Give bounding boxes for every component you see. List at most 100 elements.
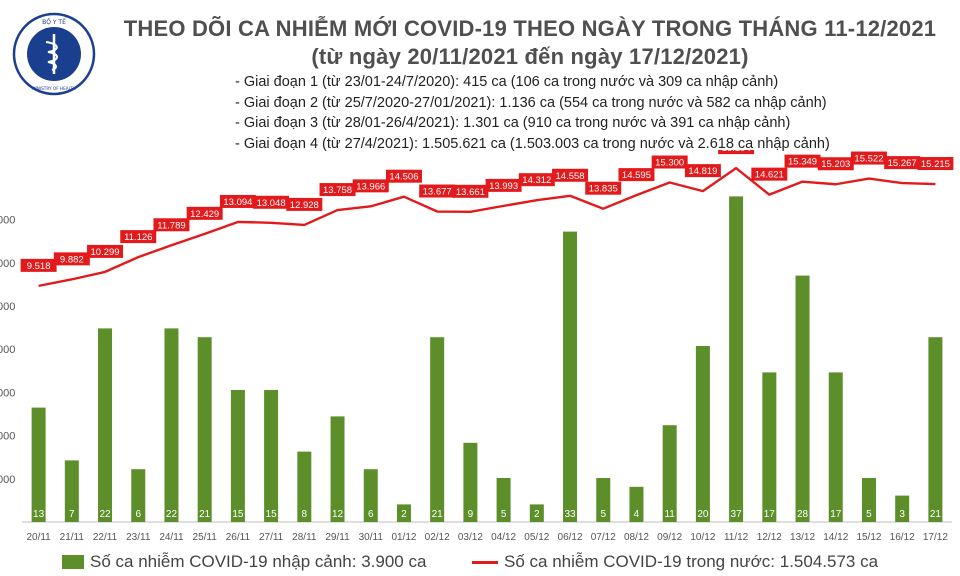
line-value-label-10/12: 14.819 [684, 164, 721, 178]
line-label-text: 15.267 [888, 158, 917, 169]
line-value-label-02/12: 13.677 [419, 184, 456, 198]
legend-label-imported: Số ca nhiễm COVID-19 nhập cảnh: 3.900 ca [90, 552, 427, 571]
line-label-text: 14.506 [389, 172, 418, 183]
line-value-label-14/12: 15.203 [817, 157, 854, 171]
line-label-box [552, 168, 589, 182]
bar-imported-16/12 [895, 495, 910, 522]
line-label-text: 9.518 [27, 261, 51, 272]
bar-value-label: 3 [899, 509, 905, 520]
bar-value-label: 15 [266, 509, 278, 520]
line-label-text: 13.661 [456, 187, 485, 198]
bar-imported-26/11 [230, 390, 245, 522]
bar-value-label: 22 [166, 509, 178, 520]
bar-value-label: 5 [501, 509, 507, 520]
line-value-label-13/12: 15.349 [784, 154, 821, 168]
phase-note-2: - Giai đoạn 2 (từ 25/7/2020-27/01/2021):… [235, 94, 827, 111]
line-value-label-20/11: 9.518 [20, 258, 57, 272]
bar-imported-22/11 [98, 328, 113, 522]
line-value-label-15/12: 15.522 [850, 151, 887, 165]
line-label-text: 13.835 [589, 184, 618, 195]
y-tick-label: .000 [0, 301, 15, 313]
bar-imported-12/12 [762, 372, 777, 522]
line-value-label-16/12: 15.267 [884, 156, 921, 170]
x-tick-label: 11/12 [724, 532, 749, 543]
x-tick-label: 17/12 [923, 532, 948, 543]
line-label-box [585, 181, 622, 195]
bar-value-label: 13 [33, 509, 45, 520]
line-label-box [751, 167, 788, 181]
bar-imported-29/11 [330, 416, 345, 522]
y-tick-label: .000 [0, 344, 15, 356]
line-label-box [917, 157, 954, 171]
line-value-label-12/12: 14.621 [751, 167, 788, 181]
bar-value-label: 15 [232, 509, 244, 520]
bar-imported-07/12 [596, 478, 611, 522]
line-value-label-24/11: 11.789 [153, 218, 190, 232]
x-tick-label: 13/12 [790, 532, 815, 543]
line-label-box [817, 157, 854, 171]
line-value-label-03/12: 13.661 [452, 184, 489, 198]
line-label-text: 13.758 [323, 185, 352, 196]
line-label-box [884, 156, 921, 170]
bar-value-label: 4 [634, 509, 640, 520]
legend-swatch-bar [62, 555, 84, 569]
bar-value-label: 5 [866, 509, 872, 520]
line-label-text: 14.621 [755, 170, 784, 181]
covid-cases-chart: .000.000.000.000.000.000.000137226222115… [0, 150, 954, 543]
bar-value-label: 21 [199, 509, 211, 520]
x-tick-label: 01/12 [391, 532, 416, 543]
bar-value-label: 8 [302, 509, 308, 520]
bar-imported-25/11 [197, 337, 212, 522]
line-label-box [485, 178, 522, 192]
bar-value-label: 21 [432, 509, 444, 520]
bar-imported-03/12 [463, 442, 478, 522]
line-value-label-22/11: 10.299 [87, 244, 124, 258]
line-value-label-08/12: 14.595 [618, 168, 655, 182]
line-label-text: 12.429 [190, 209, 219, 220]
line-label-text: 11.789 [157, 220, 185, 231]
line-value-label-11/12: 16.104 [718, 150, 755, 155]
line-label-text: 15.522 [854, 154, 883, 165]
x-tick-label: 30/11 [359, 532, 384, 543]
line-domestic-cases [38, 166, 936, 288]
line-label-box [850, 151, 887, 165]
line-label-text: 15.203 [821, 159, 850, 170]
line-label-text: 16.104 [722, 150, 751, 154]
phase-note-4: - Giai đoạn 4 (từ 27/4/2021): 1.505.621 … [235, 135, 830, 152]
line-value-label-30/11: 13.966 [352, 179, 389, 193]
line-label-text: 14.312 [522, 175, 551, 186]
bar-imported-09/12 [662, 425, 677, 522]
bar-value-label: 17 [830, 509, 842, 520]
bar-value-label: 28 [797, 509, 809, 520]
line-label-text: 13.094 [223, 197, 252, 208]
line-value-label-05/12: 14.312 [518, 173, 555, 187]
line-value-label-27/11: 13.048 [253, 195, 290, 209]
phase-note-3: - Giai đoạn 3 (từ 28/01-26/4/2021): 1.30… [235, 115, 791, 131]
line-label-box [120, 230, 157, 244]
x-tick-label: 25/11 [193, 532, 218, 543]
bar-value-label: 6 [368, 509, 374, 520]
y-tick-label: .000 [0, 215, 15, 227]
line-label-text: 15.215 [921, 159, 950, 170]
x-tick-label: 02/12 [425, 532, 450, 543]
bar-imported-20/11 [31, 407, 46, 522]
bar-value-label: 12 [332, 509, 344, 520]
line-label-box [319, 183, 356, 197]
y-tick-label: .000 [0, 431, 15, 443]
line-value-label-09/12: 15.300 [651, 155, 688, 169]
line-value-label-01/12: 14.506 [385, 169, 422, 183]
line-label-box [253, 195, 290, 209]
x-tick-label: 06/12 [558, 532, 583, 543]
bar-imported-15/12 [861, 478, 876, 522]
x-tick-label: 03/12 [458, 532, 483, 543]
bar-imported-30/11 [363, 469, 378, 522]
bar-value-label: 33 [564, 509, 576, 520]
line-label-box [452, 184, 489, 198]
bar-imported-17/12 [928, 337, 943, 522]
x-tick-label: 04/12 [491, 532, 516, 543]
bar-value-label: 20 [697, 509, 709, 520]
line-value-label-17/12: 15.215 [917, 157, 954, 171]
line-label-text: 13.048 [257, 198, 286, 209]
y-tick-label: .000 [0, 387, 15, 399]
x-tick-label: 24/11 [159, 532, 184, 543]
